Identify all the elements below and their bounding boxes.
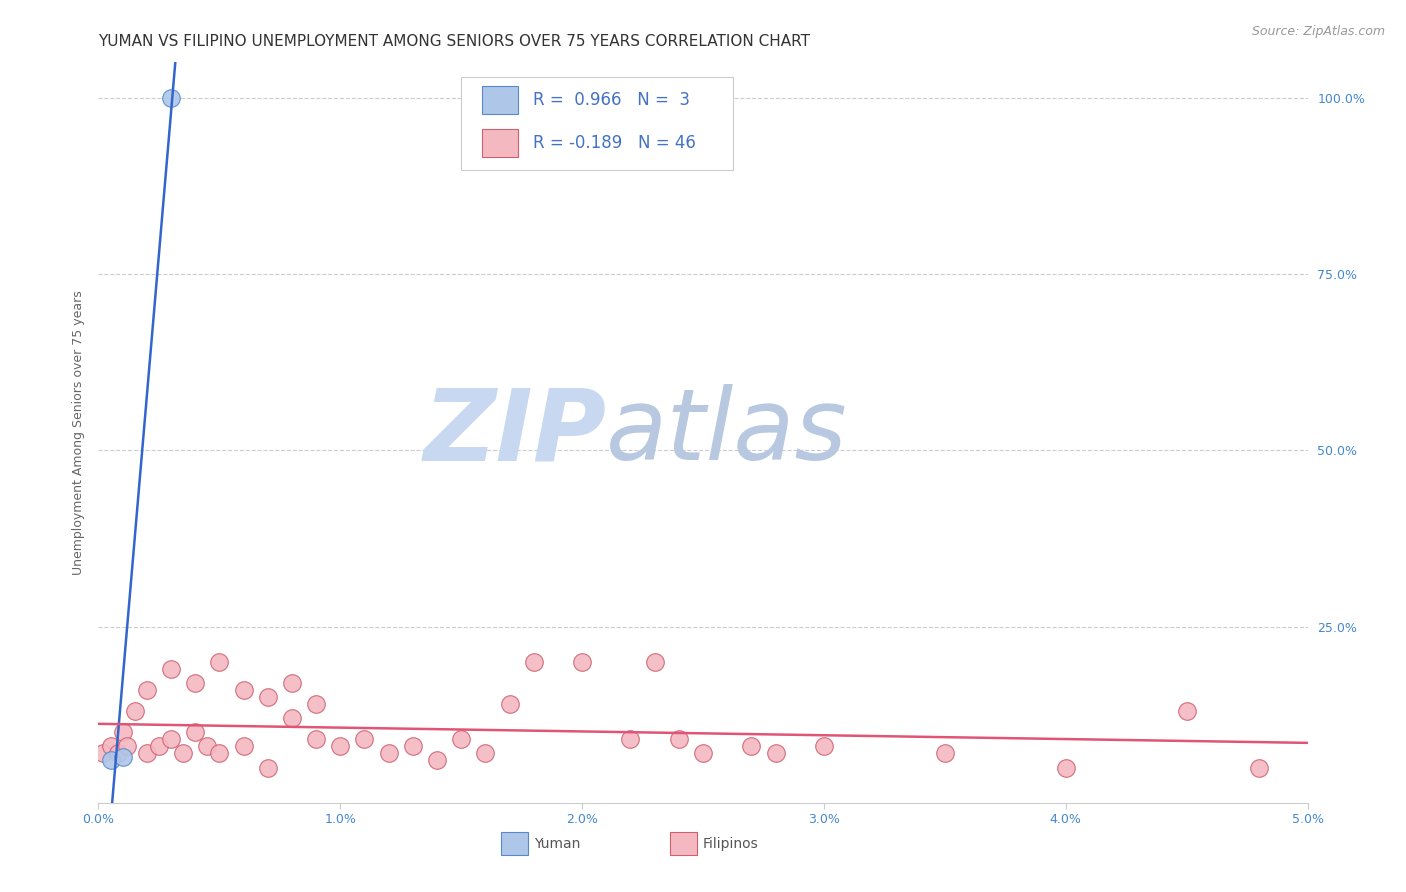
Point bbox=[232, 683, 254, 698]
Point bbox=[329, 739, 352, 754]
Point bbox=[813, 739, 835, 754]
Text: R =  0.966   N =  3: R = 0.966 N = 3 bbox=[533, 91, 689, 109]
Text: Filipinos: Filipinos bbox=[703, 837, 759, 850]
Point bbox=[281, 676, 304, 690]
Point bbox=[111, 725, 134, 739]
Point bbox=[100, 739, 122, 754]
Point bbox=[402, 739, 425, 754]
FancyBboxPatch shape bbox=[671, 831, 697, 855]
Point bbox=[450, 732, 472, 747]
Point bbox=[305, 697, 328, 711]
Point bbox=[100, 754, 122, 768]
Point bbox=[256, 690, 278, 704]
Point bbox=[1175, 704, 1198, 718]
Point bbox=[426, 754, 449, 768]
Point bbox=[523, 655, 546, 669]
Text: Yuman: Yuman bbox=[534, 837, 581, 850]
Point bbox=[184, 725, 207, 739]
Point bbox=[474, 747, 496, 761]
Point bbox=[208, 747, 231, 761]
Point bbox=[668, 732, 690, 747]
Point bbox=[91, 747, 114, 761]
Point bbox=[160, 662, 183, 676]
Point bbox=[135, 747, 157, 761]
Point bbox=[305, 732, 328, 747]
FancyBboxPatch shape bbox=[501, 831, 527, 855]
Point bbox=[208, 655, 231, 669]
FancyBboxPatch shape bbox=[482, 128, 517, 157]
Point bbox=[148, 739, 170, 754]
Point bbox=[353, 732, 375, 747]
Text: Source: ZipAtlas.com: Source: ZipAtlas.com bbox=[1251, 25, 1385, 38]
Y-axis label: Unemployment Among Seniors over 75 years: Unemployment Among Seniors over 75 years bbox=[72, 290, 84, 575]
FancyBboxPatch shape bbox=[482, 86, 517, 114]
Point bbox=[1054, 760, 1077, 774]
Point bbox=[765, 747, 787, 761]
Point bbox=[160, 732, 183, 747]
Point bbox=[184, 676, 207, 690]
Point bbox=[160, 91, 183, 105]
Point bbox=[377, 747, 399, 761]
Point bbox=[107, 747, 129, 761]
Point bbox=[124, 704, 146, 718]
FancyBboxPatch shape bbox=[461, 78, 734, 169]
Point bbox=[498, 697, 520, 711]
Text: ZIP: ZIP bbox=[423, 384, 606, 481]
Text: R = -0.189   N = 46: R = -0.189 N = 46 bbox=[533, 134, 696, 152]
Point bbox=[195, 739, 218, 754]
Point bbox=[172, 747, 194, 761]
Point bbox=[232, 739, 254, 754]
Point bbox=[934, 747, 956, 761]
Point bbox=[571, 655, 593, 669]
Point bbox=[256, 760, 278, 774]
Point bbox=[740, 739, 762, 754]
Point bbox=[692, 747, 714, 761]
Point bbox=[111, 750, 134, 764]
Text: YUMAN VS FILIPINO UNEMPLOYMENT AMONG SENIORS OVER 75 YEARS CORRELATION CHART: YUMAN VS FILIPINO UNEMPLOYMENT AMONG SEN… bbox=[98, 34, 810, 49]
Point bbox=[644, 655, 666, 669]
Point bbox=[281, 711, 304, 725]
Point bbox=[619, 732, 641, 747]
Text: atlas: atlas bbox=[606, 384, 848, 481]
Point bbox=[117, 739, 139, 754]
Point bbox=[1249, 760, 1271, 774]
Point bbox=[135, 683, 157, 698]
